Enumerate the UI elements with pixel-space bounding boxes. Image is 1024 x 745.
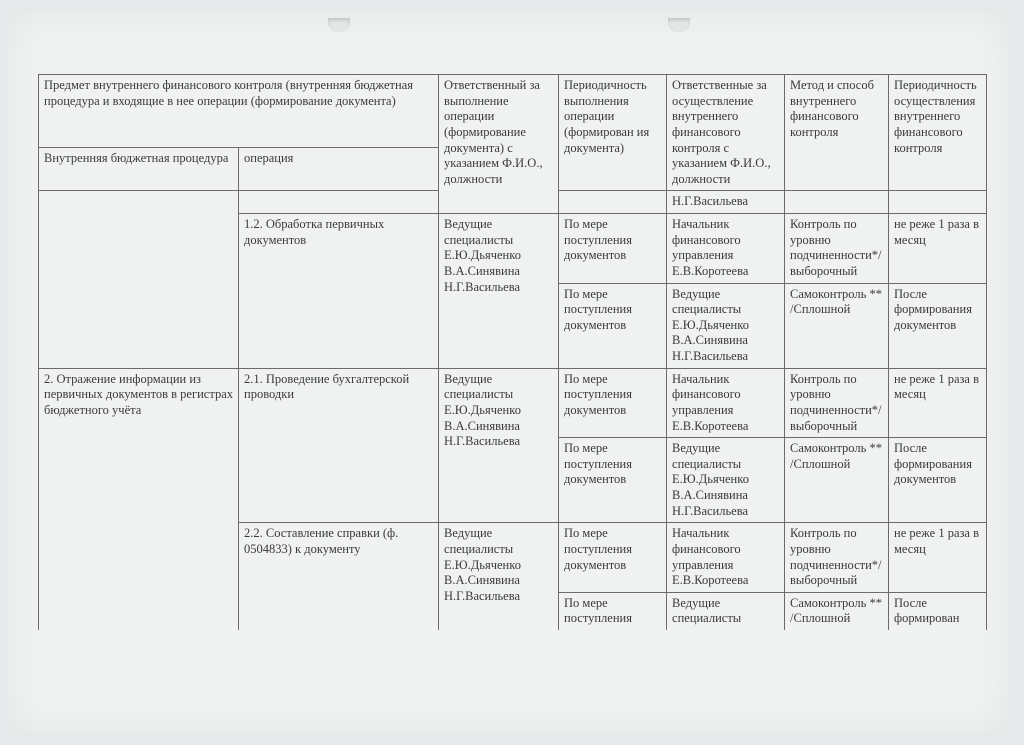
cell: Ведущие специалисты Е.Ю.Дьяченко В.А.Син…	[667, 283, 785, 368]
header-sub-right: операция	[239, 148, 439, 191]
cell: 2. Отражение информации из первичных док…	[39, 368, 239, 630]
cell: не реже 1 раза в месяц	[889, 214, 987, 284]
cell	[39, 283, 239, 368]
cell: не реже 1 раза в месяц	[889, 523, 987, 593]
cell: Самоконтроль ** /Сплошной	[785, 592, 889, 630]
cell: Самоконтроль ** /Сплошной	[785, 283, 889, 368]
cell	[439, 191, 559, 214]
cell: По мере поступления документов	[559, 438, 667, 523]
punch-hole	[328, 18, 350, 32]
cell: По мере поступления документов	[559, 283, 667, 368]
cell: Н.Г.Васильева	[667, 191, 785, 214]
table-row: Н.Г.Васильева	[39, 191, 987, 214]
scanned-page: Предмет внутреннего финансового контроля…	[8, 12, 1008, 732]
cell: Ведущие специалисты Е.Ю.Дьяченко В.А.Син…	[439, 368, 559, 523]
header-col5: Ответственные за осуществление внутренне…	[667, 75, 785, 191]
header-col6: Метод и способ внутреннего финансового к…	[785, 75, 889, 191]
cell: После формирован	[889, 592, 987, 630]
cell: Контроль по уровню подчиненности*/ выбор…	[785, 368, 889, 438]
cell: 1.2. Обработка первичных документов	[239, 214, 439, 369]
cell: По мере поступления документов	[559, 368, 667, 438]
cell: По мере поступления	[559, 592, 667, 630]
cell: Начальник финансового управления Е.В.Кор…	[667, 368, 785, 438]
punch-hole	[668, 18, 690, 32]
header-col7: Периодичность осуществления внутреннего …	[889, 75, 987, 191]
cell	[889, 191, 987, 214]
table-row: 1.2. Обработка первичных документов Веду…	[39, 214, 987, 284]
cell: Контроль по уровню подчиненности*/ выбор…	[785, 214, 889, 284]
cell: Ведущие специалисты Е.Ю.Дьяченко В.А.Син…	[439, 214, 559, 369]
header-col3: Ответственный за выполнение операции (фо…	[439, 75, 559, 191]
cell: Ведущие специалисты	[667, 592, 785, 630]
header-row-1: Предмет внутреннего финансового контроля…	[39, 75, 987, 148]
header-sub-left: Внутренняя бюджетная процедура	[39, 148, 239, 191]
header-subject: Предмет внутреннего финансового контроля…	[39, 75, 439, 148]
cell: Самоконтроль ** /Сплошной	[785, 438, 889, 523]
header-col4: Периодичность выполнения операции (форми…	[559, 75, 667, 191]
cell: По мере поступления документов	[559, 523, 667, 593]
cell: По мере поступления документов	[559, 214, 667, 284]
cell	[39, 214, 239, 284]
cell: не реже 1 раза в месяц	[889, 368, 987, 438]
cell: 2.2. Составление справки (ф. 0504833) к …	[239, 523, 439, 630]
cell: Контроль по уровню подчиненности*/ выбор…	[785, 523, 889, 593]
cell: Ведущие специалисты Е.Ю.Дьяченко В.А.Син…	[439, 523, 559, 630]
cell: После формирования документов	[889, 283, 987, 368]
cell: Ведущие специалисты Е.Ю.Дьяченко В.А.Син…	[667, 438, 785, 523]
cell	[39, 191, 239, 214]
cell: 2.1. Проведение бухгалтерской проводки	[239, 368, 439, 523]
cell	[239, 191, 439, 214]
financial-control-table: Предмет внутреннего финансового контроля…	[38, 74, 987, 630]
cell: После формирования документов	[889, 438, 987, 523]
cell	[785, 191, 889, 214]
cell	[559, 191, 667, 214]
cell: Начальник финансового управления Е.В.Кор…	[667, 214, 785, 284]
table-row: 2. Отражение информации из первичных док…	[39, 368, 987, 438]
cell: Начальник финансового управления Е.В.Кор…	[667, 523, 785, 593]
